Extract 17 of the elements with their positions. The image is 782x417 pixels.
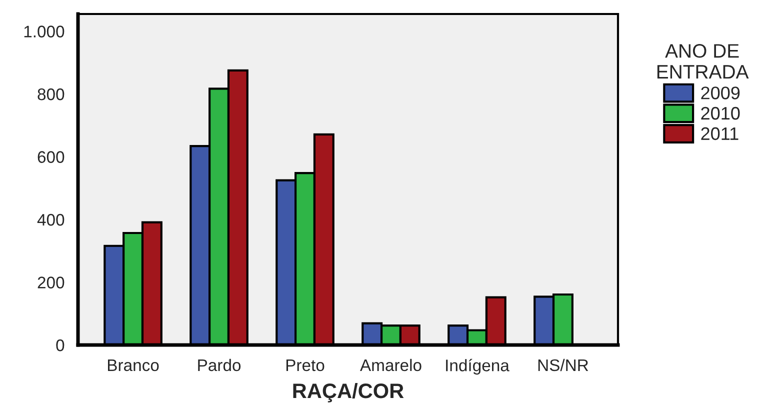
x-tick-label: Preto <box>286 360 324 372</box>
legend-label: 2010 <box>701 106 740 120</box>
x-tick-label: NS/NR <box>538 358 588 372</box>
legend-label: 2009 <box>701 86 740 100</box>
y-tick-label: 1.000 <box>24 26 64 38</box>
y-tick-label: 400 <box>37 214 64 226</box>
x-tick-label: Amarelo <box>360 358 422 372</box>
y-tick-label: 600 <box>38 151 64 163</box>
y-tick-label: 0 <box>56 339 64 352</box>
legend-label: 2011 <box>701 127 738 140</box>
x-axis-title: RAÇA/COR <box>293 382 404 402</box>
x-tick-label: Branco <box>108 360 159 372</box>
y-tick-label: 800 <box>38 88 64 100</box>
x-tick-label: Indígena <box>446 358 510 375</box>
x-tick-label: Pardo <box>198 358 241 372</box>
y-tick-label: 200 <box>38 276 64 288</box>
legend-title: ANO DE ENTRADA <box>657 44 749 79</box>
